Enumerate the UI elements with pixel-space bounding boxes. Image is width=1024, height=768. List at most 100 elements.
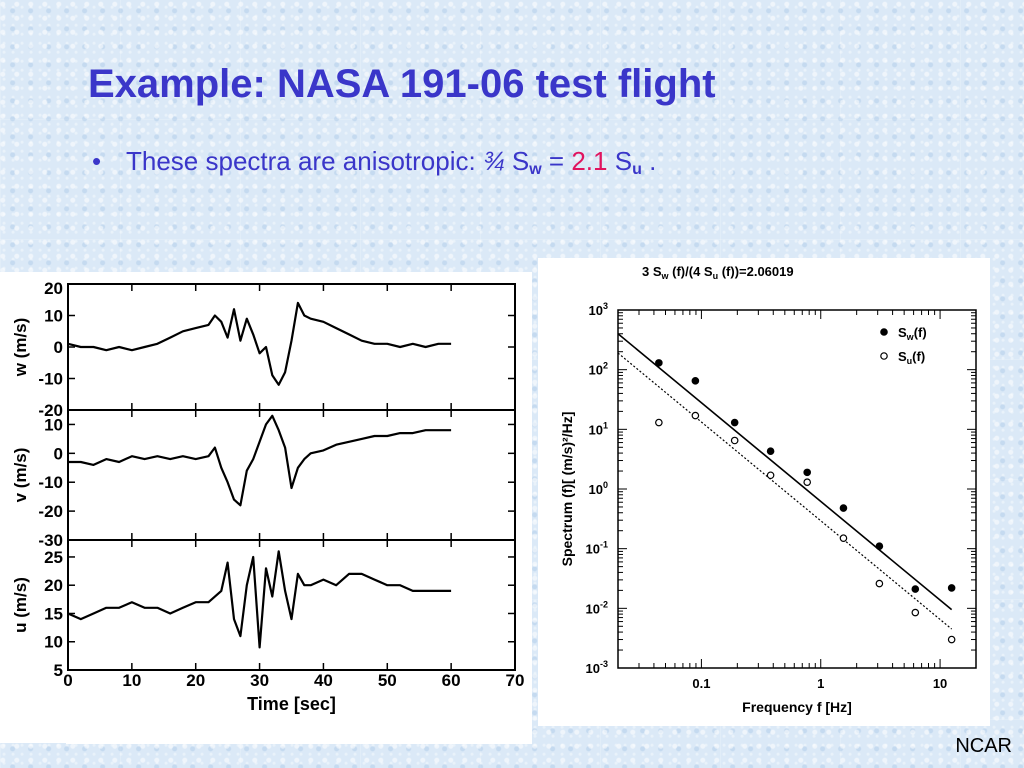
spectrum-ytick-exp: -2 <box>600 599 608 609</box>
spectrum-ytick-label: 103 <box>589 301 608 318</box>
timeseries-ylabel: v (m/s) <box>11 448 30 503</box>
timeseries-ytick-label: -30 <box>38 531 63 550</box>
timeseries-xtick-label: 20 <box>186 671 205 690</box>
spectrum-point-sw <box>839 504 848 512</box>
spectrum-ytick-exp: -1 <box>600 540 608 550</box>
timeseries-line-2 <box>67 550 452 649</box>
timeseries-ytick-label: 10 <box>44 633 63 652</box>
spectrum-ylabel: Spectrum (f)[ (m/s)²/Hz] <box>559 412 575 567</box>
timeseries-ytick-label: -20 <box>38 502 63 521</box>
legend-label: Su(f) <box>898 349 925 366</box>
timeseries-frame-0 <box>67 283 516 411</box>
spectrum-xtick-label: 0.1 <box>692 676 710 691</box>
spectrum-point-su <box>655 418 663 427</box>
spectrum-ytick-label: 101 <box>589 420 608 437</box>
spectrum-ytick-exp: -3 <box>600 659 608 669</box>
timeseries-xtick-label: 30 <box>250 671 269 690</box>
spectrum-point-sw <box>911 585 920 593</box>
spectrum-point-sw <box>766 447 775 456</box>
spectrum-point-su <box>803 478 811 487</box>
spectrum-fit-line-0 <box>617 333 953 611</box>
bullet-marker: • <box>92 146 102 176</box>
spectrum-ytick-label: 10-2 <box>586 599 608 616</box>
bullet-ratio: ¾ <box>482 146 505 176</box>
spectrum-ytick-base: 10 <box>589 422 603 437</box>
spectrum-point-su <box>766 471 775 480</box>
timeseries-ylabel: u (m/s) <box>11 577 30 633</box>
timeseries-ytick-label: 0 <box>54 338 63 357</box>
bullet-symbol-sw: S <box>511 146 530 176</box>
bullet-sub-w: w <box>529 161 542 178</box>
spectrum-ytick-base: 10 <box>586 542 600 557</box>
timeseries-ytick-label: 20 <box>44 576 63 595</box>
spectrum-ytick-label: 10-3 <box>586 659 608 676</box>
legend-label-tail: (f) <box>914 325 927 340</box>
spectrum-point-su <box>691 411 700 420</box>
spectrum-xtick-label: 10 <box>933 676 947 691</box>
spectrum-point-sw <box>691 377 700 385</box>
spectrum-point-sw <box>875 542 884 550</box>
timeseries-ytick-label: -10 <box>38 370 63 389</box>
spectrum-ytick-base: 10 <box>589 482 603 497</box>
timeseries-ytick-label: 20 <box>44 279 63 298</box>
spectrum-ytick-base: 10 <box>586 601 600 616</box>
bullet-factor: 2.1 <box>571 146 608 176</box>
spectrum-point-sw <box>730 418 739 427</box>
bullet-symbol-su: S <box>614 146 633 176</box>
timeseries-xtick-label: 60 <box>442 671 461 690</box>
bullet-period: . <box>649 146 657 176</box>
spectrum-title-sub: w <box>661 271 670 281</box>
spectrum-ytick-base: 10 <box>586 661 600 676</box>
spectrum-title-part: 3 S <box>642 264 662 279</box>
legend-label-sub: u <box>907 356 913 366</box>
spectrum-title-part: (f)/(4 S <box>669 264 713 279</box>
footer-label: NCAR <box>955 735 1012 757</box>
timeseries-ytick-label: 15 <box>44 604 63 623</box>
slide-title: Example: NASA 191-06 test flight <box>88 62 716 106</box>
timeseries-ytick-label: -20 <box>38 401 63 420</box>
timeseries-ytick-label: 0 <box>54 444 63 463</box>
spectrum-point-sw <box>655 359 663 367</box>
legend-label-main: S <box>898 349 907 364</box>
timeseries-panel-extension <box>66 670 532 744</box>
timeseries-xtick-label: 50 <box>378 671 397 690</box>
legend-label: Sw(f) <box>898 325 927 342</box>
spectrum-point-su <box>911 608 920 617</box>
spectrum-ytick-label: 10-1 <box>586 540 608 557</box>
timeseries-frame-2 <box>67 539 516 671</box>
spectrum-ytick-label: 102 <box>589 361 608 378</box>
spectrum-title-sub: u <box>713 271 719 281</box>
timeseries-xtick-label: 10 <box>122 671 141 690</box>
timeseries-ytick-label: 10 <box>44 307 63 326</box>
timeseries-ylabel: w (m/s) <box>11 318 30 378</box>
spectrum-ytick-base: 10 <box>589 303 603 318</box>
legend-marker <box>880 328 888 336</box>
spectrum-point-su <box>875 579 884 588</box>
legend-label-tail: (f) <box>912 349 925 364</box>
spectrum-ytick-exp: 0 <box>603 480 608 490</box>
spectrum-point-su <box>947 635 956 644</box>
bullet-sub-u: u <box>632 161 642 178</box>
timeseries-xtick-label: 40 <box>314 671 333 690</box>
timeseries-ytick-label: 10 <box>44 415 63 434</box>
spectrum-ytick-exp: 3 <box>603 301 608 311</box>
spectrum-xlabel: Frequency f [Hz] <box>742 699 852 715</box>
spectrum-ytick-label: 100 <box>589 480 608 497</box>
spectrum-ytick-exp: 1 <box>603 420 608 430</box>
timeseries-ytick-label: 25 <box>44 548 63 567</box>
legend-label-main: S <box>898 325 907 340</box>
bullet-line: • These spectra are anisotropic: ¾ Sw = 2… <box>92 146 656 179</box>
spectrum-ytick-exp: 2 <box>603 361 608 371</box>
spectrum-ytick-base: 10 <box>589 363 603 378</box>
timeseries-xtick-label: 0 <box>63 671 72 690</box>
legend-label-sub: w <box>906 332 915 342</box>
spectrum-point-su <box>839 534 848 542</box>
spectrum-title-part: (f))=2.06019 <box>718 264 794 279</box>
spectrum-point-sw <box>947 584 956 592</box>
bullet-text: These spectra are anisotropic: <box>126 146 476 176</box>
spectrum-point-sw <box>803 468 811 477</box>
bullet-equals: = <box>548 146 565 176</box>
timeseries-line-0 <box>67 301 452 386</box>
